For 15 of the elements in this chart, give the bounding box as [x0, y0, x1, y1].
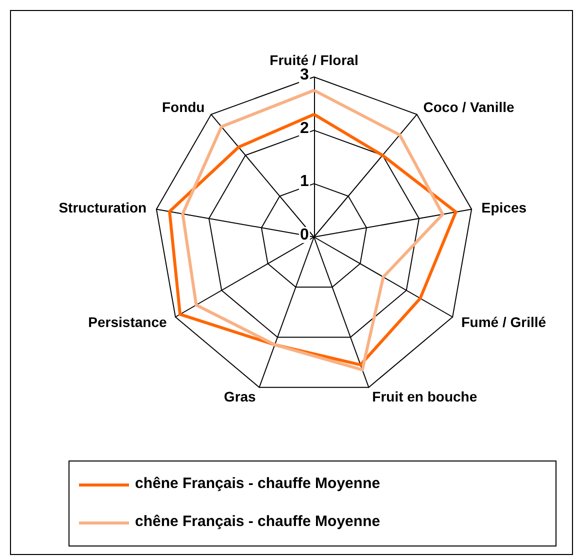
spoke-label: Structuration [58, 199, 147, 216]
y-tick-label: 3 [300, 66, 309, 84]
spoke-label: Fumé / Grillé [461, 314, 546, 330]
spoke-label: Coco / Vanille [423, 98, 515, 115]
spoke-label: Gras [224, 388, 256, 405]
spoke-label: Epices [481, 199, 527, 216]
y-tick-label: 2 [300, 120, 309, 137]
y-tick-label: 1 [300, 173, 309, 190]
spoke-label: Fruit en bouche [372, 388, 478, 405]
y-tick-label: 0 [300, 226, 309, 244]
spoke-label: Fondu [162, 98, 205, 115]
legend-label: chêne Français - chauffe Moyenne [135, 475, 380, 492]
spoke-label: Fruité / Floral [270, 52, 358, 68]
spoke-label: Persistance [88, 314, 167, 330]
legend-label: chêne Français - chauffe Moyenne [135, 513, 380, 530]
